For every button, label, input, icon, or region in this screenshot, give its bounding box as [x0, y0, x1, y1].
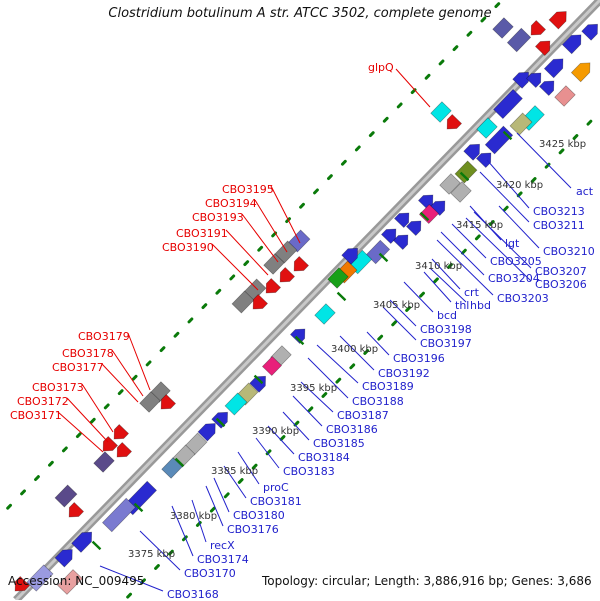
- gene-label-cbo3186[interactable]: CBO3186: [326, 423, 378, 436]
- gene-label-cbo3190[interactable]: CBO3190: [162, 241, 214, 254]
- gene-label-cbo3168[interactable]: CBO3168: [167, 588, 219, 601]
- gene-label-proc[interactable]: proC: [263, 481, 289, 494]
- gene-label-cbo3177[interactable]: CBO3177: [52, 361, 104, 374]
- gene-label-hbd[interactable]: hbd: [470, 299, 491, 312]
- green-dotted-guide-lower: [122, 109, 600, 600]
- gene-label-cbo3211[interactable]: CBO3211: [533, 219, 585, 232]
- gene-label-act[interactable]: act: [576, 185, 594, 198]
- forward-strand-genes[interactable]: [26, 7, 600, 595]
- gene-label-cbo3204[interactable]: CBO3204: [488, 272, 540, 285]
- gene-label-cbo3187[interactable]: CBO3187: [337, 409, 389, 422]
- ruler-label-3400: 3400 kbp: [331, 344, 379, 355]
- gene-label-bcd[interactable]: bcd: [437, 309, 458, 322]
- gene-label-cbo3203[interactable]: CBO3203: [497, 292, 549, 305]
- ruler-label-3420: 3420 kbp: [496, 180, 544, 191]
- ruler-label-3390: 3390 kbp: [252, 426, 300, 437]
- gene-label-cbo3171[interactable]: CBO3171: [10, 409, 62, 422]
- gene-label-cbo3198[interactable]: CBO3198: [420, 323, 472, 336]
- gene-label-cbo3183[interactable]: CBO3183: [283, 465, 335, 478]
- ruler-tick-marks: [91, 130, 513, 551]
- gene-label-cbo3195[interactable]: CBO3195: [222, 183, 274, 196]
- gene-label-lgt[interactable]: lgt: [505, 237, 520, 250]
- gene-label-crt[interactable]: crt: [464, 286, 479, 299]
- gene-label-cbo3192[interactable]: CBO3192: [378, 367, 430, 380]
- gene-label-glpq[interactable]: glpQ: [368, 61, 394, 74]
- ruler-label-3395: 3395 kbp: [290, 383, 338, 394]
- ruler-label-3415: 3415 kbp: [456, 220, 504, 231]
- gene-label-cbo3210[interactable]: CBO3210: [543, 245, 595, 258]
- genome-backbone-line[interactable]: [13, 0, 600, 600]
- gene-label-leader-lines-red: [57, 68, 431, 453]
- ruler-label-3425: 3425 kbp: [539, 139, 587, 150]
- gene-label-cbo3205[interactable]: CBO3205: [490, 255, 542, 268]
- gene-label-cbo3176[interactable]: CBO3176: [227, 523, 279, 536]
- gene-label-cbo3179[interactable]: CBO3179: [78, 330, 130, 343]
- gene-label-cbo3207[interactable]: CBO3207: [535, 265, 587, 278]
- gene-label-cbo3178[interactable]: CBO3178: [62, 347, 114, 360]
- gene-label-cbo3185[interactable]: CBO3185: [313, 437, 365, 450]
- ruler-label-3410: 3410 kbp: [415, 261, 463, 272]
- gene-label-cbo3193[interactable]: CBO3193: [192, 211, 244, 224]
- gene-label-cbo3189[interactable]: CBO3189: [362, 380, 414, 393]
- gene-label-cbo3184[interactable]: CBO3184: [298, 451, 350, 464]
- ruler-label-3380: 3380 kbp: [170, 511, 218, 522]
- gene-label-cbo3197[interactable]: CBO3197: [420, 337, 472, 350]
- page-title: Clostridium botulinum A str. ATCC 3502, …: [108, 6, 492, 21]
- gene-label-cbo3173[interactable]: CBO3173: [32, 381, 84, 394]
- gene-label-cbo3194[interactable]: CBO3194: [205, 197, 257, 210]
- gene-label-cbo3181[interactable]: CBO3181: [250, 495, 302, 508]
- ruler-label-3405: 3405 kbp: [373, 300, 421, 311]
- green-dotted-guide-upper: [0, 0, 505, 519]
- gene-label-cbo3170[interactable]: CBO3170: [184, 567, 236, 580]
- gene-label-cbo3196[interactable]: CBO3196: [393, 352, 445, 365]
- status-bar: Accession: NC_009495 Topology: circular;…: [0, 574, 600, 594]
- gene-label-thl[interactable]: thl: [455, 299, 470, 312]
- ruler-label-3375: 3375 kbp: [128, 549, 176, 560]
- gene-label-cbo3191[interactable]: CBO3191: [176, 227, 228, 240]
- gene-label-cbo3180[interactable]: CBO3180: [233, 509, 285, 522]
- gene-label-cbo3213[interactable]: CBO3213: [533, 205, 585, 218]
- accession-text: Accession: NC_009495: [8, 574, 145, 588]
- gene-label-leader-lines-blue: [99, 132, 572, 592]
- gene-label-cbo3188[interactable]: CBO3188: [352, 395, 404, 408]
- gene-label-cbo3174[interactable]: CBO3174: [197, 553, 249, 566]
- topology-text: Topology: circular; Length: 3,886,916 bp…: [262, 574, 592, 588]
- gene-label-recx[interactable]: recX: [210, 539, 235, 552]
- gene-label-cbo3206[interactable]: CBO3206: [535, 278, 587, 291]
- ruler-label-3385: 3385 kbp: [211, 466, 259, 477]
- gene-label-cbo3172[interactable]: CBO3172: [17, 395, 69, 408]
